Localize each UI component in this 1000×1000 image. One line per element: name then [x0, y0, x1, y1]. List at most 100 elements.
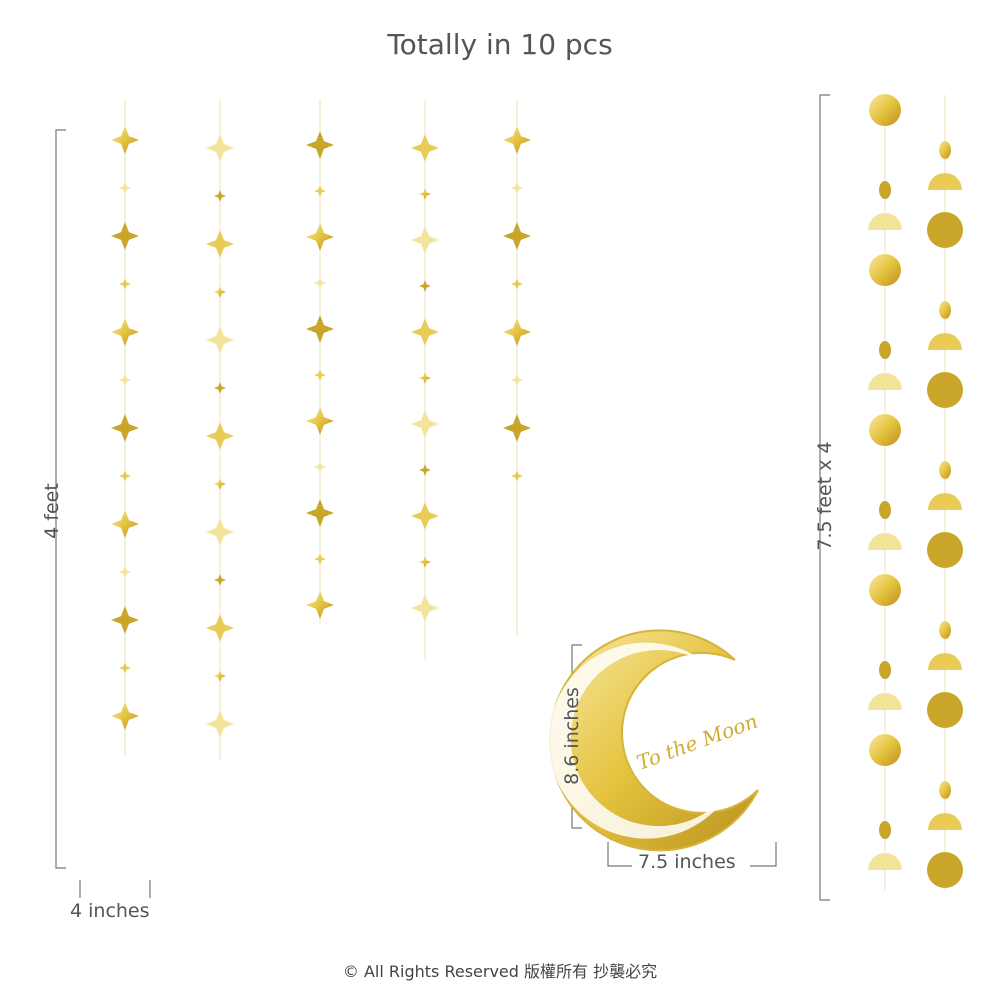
star-icon	[419, 464, 431, 476]
star-icon	[306, 407, 334, 435]
star-icon	[206, 614, 234, 642]
circle-icon	[927, 372, 963, 408]
moon-icon	[934, 255, 950, 285]
title: Totally in 10 pcs	[387, 28, 613, 61]
moon-icon	[874, 455, 890, 485]
star-icon	[214, 190, 226, 202]
star-icon	[206, 422, 234, 450]
star-icon	[111, 510, 139, 538]
star-icon	[306, 131, 334, 159]
star-icon	[214, 574, 226, 586]
star-icon	[511, 278, 523, 290]
moon-icon	[934, 735, 950, 765]
star-icon	[119, 662, 131, 674]
copyright-notice: © All Rights Reserved 版權所有 抄襲必究	[342, 962, 658, 981]
star-icon	[119, 278, 131, 290]
moon-icon	[874, 135, 890, 165]
moon-icon	[934, 575, 950, 605]
star-icon	[119, 566, 131, 578]
star-icon	[419, 372, 431, 384]
star-icon	[119, 470, 131, 482]
half-moon-icon	[868, 853, 902, 870]
star-icon	[411, 318, 439, 346]
star-icon	[111, 318, 139, 346]
circle-icon	[869, 94, 901, 126]
star-icon	[214, 286, 226, 298]
star-icon	[314, 553, 326, 565]
star-icon	[214, 382, 226, 394]
dot-icon	[879, 501, 891, 519]
star-icon	[314, 185, 326, 197]
star-icon	[206, 134, 234, 162]
star-icon	[206, 518, 234, 546]
dot-icon	[879, 661, 891, 679]
star-icon	[111, 126, 139, 154]
moon-icon	[902, 870, 917, 898]
star-icon	[306, 223, 334, 251]
half-moon-icon	[928, 653, 962, 670]
star-icon	[306, 499, 334, 527]
moon-garlands	[868, 94, 963, 898]
star-icon	[411, 226, 439, 254]
moon-icon	[411, 682, 441, 742]
circle-icon	[869, 414, 901, 446]
star-icon	[411, 594, 439, 622]
half-moon-icon	[928, 173, 962, 190]
circle-icon	[927, 692, 963, 728]
star-icon	[503, 318, 531, 346]
star-icon	[214, 478, 226, 490]
star-icon	[419, 188, 431, 200]
star-icon	[111, 414, 139, 442]
moon-icon	[88, 773, 134, 863]
star-icon	[314, 369, 326, 381]
star-icon	[503, 414, 531, 442]
star-icon	[503, 126, 531, 154]
dot-icon	[939, 781, 951, 799]
star-icon	[419, 280, 431, 292]
dot-icon	[879, 821, 891, 839]
star-icon	[206, 710, 234, 738]
dot-icon	[879, 341, 891, 359]
dot-icon	[939, 301, 951, 319]
moon-icon	[934, 95, 950, 126]
circle-icon	[927, 852, 963, 888]
moon-height-label: 8.6 inches	[561, 687, 583, 785]
moon-icon	[194, 776, 229, 844]
star-icon	[314, 461, 326, 473]
star-icon	[503, 222, 531, 250]
star-icon	[511, 470, 523, 482]
moon-icon	[874, 615, 890, 645]
star-icon	[206, 326, 234, 354]
moon-width-label: 7.5 inches	[638, 851, 736, 873]
star-icon	[119, 182, 131, 194]
star-icon	[206, 230, 234, 258]
half-moon-icon	[928, 813, 962, 830]
circle-icon	[927, 212, 963, 248]
star-icon	[111, 702, 139, 730]
star-icon	[411, 410, 439, 438]
dot-icon	[939, 461, 951, 479]
dot-icon	[939, 621, 951, 639]
moon-icon	[934, 415, 950, 445]
star-icon	[511, 374, 523, 386]
circle-icon	[927, 532, 963, 568]
star-icon	[306, 315, 334, 343]
half-moon-icon	[868, 693, 902, 710]
star-icon	[111, 222, 139, 250]
star-icon	[214, 670, 226, 682]
star-icon	[314, 277, 326, 289]
half-moon-icon	[868, 373, 902, 390]
half-moon-icon	[928, 493, 962, 510]
dimension-lines	[55, 94, 830, 901]
star-icon	[111, 606, 139, 634]
half-moon-icon	[868, 213, 902, 230]
garland-length-label: 7.5 feet x 4	[814, 441, 836, 551]
circle-icon	[869, 734, 901, 766]
dot-icon	[879, 181, 891, 199]
star-icon	[411, 134, 439, 162]
moon-icon	[874, 295, 890, 325]
star-icon	[419, 556, 431, 568]
strand-width-label: 4 inches	[70, 900, 150, 922]
moon-lettering: To the Moon	[634, 709, 761, 775]
